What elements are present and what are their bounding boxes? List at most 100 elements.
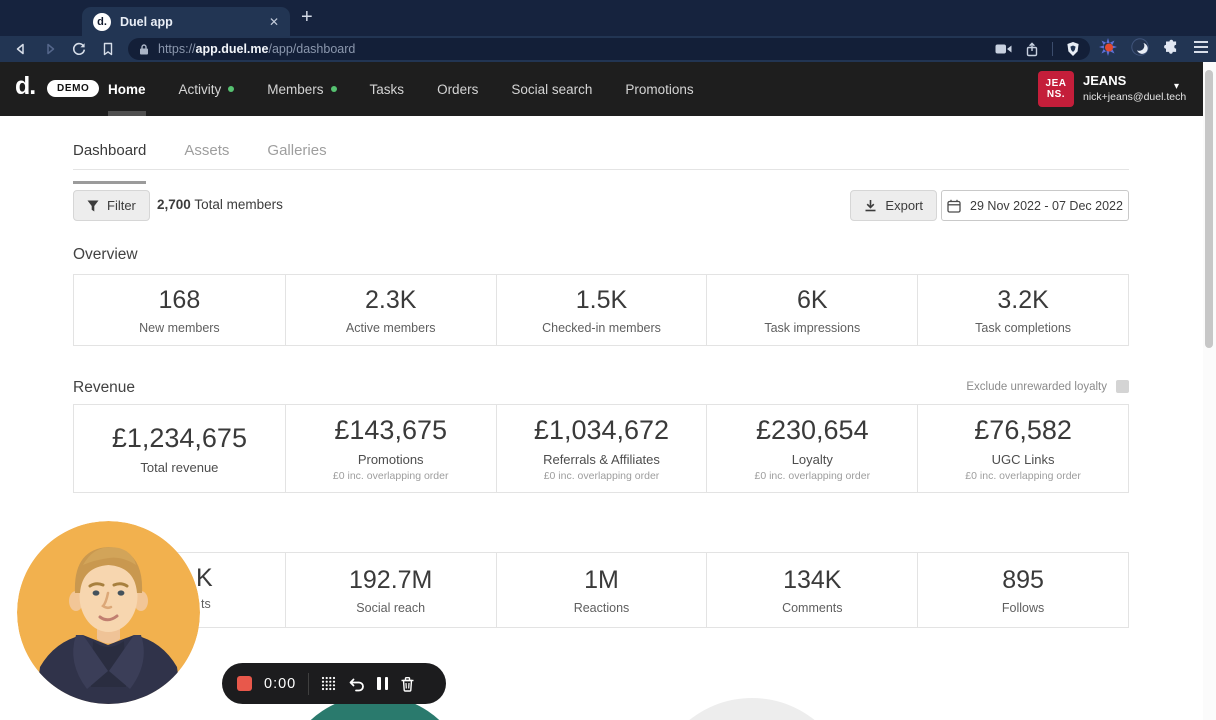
nav-item-label: Members (267, 81, 324, 97)
nav-item-tasks[interactable]: Tasks (370, 62, 405, 116)
stat-value: 2.3K (364, 285, 417, 314)
webcam-avatar[interactable] (17, 521, 200, 704)
share-icon[interactable] (1025, 41, 1039, 57)
close-tab-icon[interactable]: ✕ (268, 14, 279, 29)
nav-item-label: Promotions (625, 81, 694, 97)
stat-label: Active members (345, 320, 436, 335)
undo-icon[interactable] (348, 676, 365, 692)
nav-item-activity[interactable]: Activity (179, 62, 235, 116)
stat-card-checked-in-members: 1.5K Checked-in members (495, 275, 707, 345)
back-icon[interactable] (13, 41, 29, 57)
stat-label: New members (139, 320, 220, 335)
nav-item-label: Home (108, 81, 146, 97)
tab-galleries[interactable]: Galleries (267, 142, 327, 159)
export-button[interactable]: Export (850, 190, 937, 221)
account-name: JEANS (1083, 73, 1127, 88)
stat-label: Reactions (573, 600, 630, 615)
stat-label: Task impressions (764, 320, 861, 335)
flower-extension-icon[interactable] (1099, 38, 1117, 56)
nav-item-home[interactable]: Home (108, 62, 146, 116)
filter-label: Filter (107, 198, 136, 213)
stat-label-fragment: ts (201, 597, 211, 611)
stat-value: £1,234,675 (111, 422, 247, 453)
nav-item-promotions[interactable]: Promotions (625, 62, 693, 116)
account-info[interactable]: JEANS nick+jeans@duel.tech (1083, 73, 1186, 103)
nav-item-social-search[interactable]: Social search (511, 62, 592, 116)
browser-toolbar: https://app.duel.me/app/dashboard (0, 36, 1216, 62)
calendar-icon (947, 199, 961, 213)
stat-card-task-impressions: 6K Task impressions (706, 275, 917, 345)
stat-card-referrals-affiliates: £1,034,672 Referrals & Affiliates £0 inc. … (495, 405, 707, 492)
stat-value: £76,582 (974, 415, 1072, 445)
gray-chart-fragment (652, 698, 852, 720)
browser-tab[interactable]: d. Duel app ✕ (82, 7, 290, 36)
avatar-text: JEA (1045, 77, 1067, 89)
url-path: /app/dashboard (268, 42, 356, 56)
dark-circle-extension-icon[interactable] (1131, 38, 1149, 56)
social-cards: K ts 192.7M Social reach 1M Reactions 134K… (73, 552, 1129, 628)
recorder-divider (308, 672, 310, 695)
stop-recording-button[interactable] (237, 676, 252, 691)
checkbox-unchecked[interactable] (1116, 380, 1129, 393)
forward-icon[interactable] (42, 41, 58, 57)
stat-sublabel: £0 inc. overlapping order (543, 470, 660, 482)
stat-label: Comments (782, 600, 843, 615)
nav-item-orders[interactable]: Orders (437, 62, 478, 116)
drag-handle-icon[interactable] (321, 676, 336, 691)
stat-value: 134K (783, 565, 842, 594)
overview-title: Overview (73, 246, 138, 263)
nav-item-label: Orders (437, 81, 479, 97)
recording-time: 0:00 (264, 675, 297, 692)
trash-icon[interactable] (400, 676, 415, 692)
puzzle-extensions-icon[interactable] (1163, 39, 1180, 56)
account-caret-icon[interactable]: ▾ (1174, 81, 1180, 92)
stat-card-reactions: 1M Reactions (495, 553, 707, 627)
bookmark-icon[interactable] (100, 41, 116, 57)
stat-label: Checked-in members (542, 320, 661, 335)
nav-item-label: Tasks (369, 81, 405, 97)
filter-button[interactable]: Filter (73, 190, 150, 221)
scrollbar-thumb[interactable] (1205, 70, 1213, 348)
stat-value-fragment: K (196, 564, 213, 592)
stat-value: 168 (158, 285, 201, 314)
recording-toolbar: 0:00 (222, 663, 446, 704)
stat-label: Social reach (356, 600, 426, 615)
stat-value: 192.7M (349, 565, 433, 594)
revenue-title: Revenue (73, 379, 136, 396)
nav-menu: Home Activity Members Tasks Orders Socia… (108, 62, 694, 116)
stat-sublabel: £0 inc. overlapping order (754, 470, 871, 482)
stat-label: Referrals & Affiliates (543, 452, 660, 467)
stat-label: Total revenue (140, 459, 219, 475)
overview-cards: 168 New members 2.3K Active members 1.5K Ch… (73, 274, 1129, 346)
download-icon (864, 199, 877, 212)
duel-logo[interactable]: d. (15, 72, 36, 100)
browser-menu-icon[interactable] (1194, 41, 1208, 53)
brave-shield-icon[interactable] (1066, 41, 1080, 57)
stat-card-comments: 134K Comments (706, 553, 917, 627)
stat-label: Task completions (975, 320, 1072, 335)
account-avatar[interactable]: JEA NS. (1038, 71, 1074, 107)
new-tab-button[interactable]: + (301, 6, 313, 28)
stat-sublabel: £0 inc. overlapping order (965, 470, 1081, 482)
date-range-picker[interactable]: 29 Nov 2022 - 07 Dec 2022 (941, 190, 1129, 221)
stat-sublabel: £0 inc. overlapping order (332, 470, 449, 482)
exclude-unrewarded-loyalty[interactable]: Exclude unrewarded loyalty (966, 380, 1129, 393)
tab-dashboard[interactable]: Dashboard (73, 142, 147, 184)
pause-icon[interactable] (377, 677, 389, 690)
tab-assets[interactable]: Assets (184, 142, 230, 159)
url-bar[interactable]: https://app.duel.me/app/dashboard (128, 38, 1090, 60)
nav-item-label: Social search (511, 81, 593, 97)
controls-row: Filter 2,700 Total members Export 29 Nov… (73, 190, 1129, 221)
stat-value: 3.2K (997, 285, 1049, 314)
exclude-label: Exclude unrewarded loyalty (966, 380, 1107, 393)
scrollbar-track[interactable] (1203, 62, 1216, 720)
stat-value: 1M (584, 565, 619, 594)
stat-card-promotions: £143,675 Promotions £0 inc. overlapping or… (284, 405, 496, 492)
stat-value: £230,654 (755, 415, 869, 445)
total-members-label: Total members (194, 197, 283, 212)
camera-icon[interactable] (995, 43, 1012, 55)
stat-card-new-members: 168 New members (74, 275, 285, 345)
reload-icon[interactable] (71, 41, 87, 57)
nav-item-members[interactable]: Members (267, 62, 337, 116)
